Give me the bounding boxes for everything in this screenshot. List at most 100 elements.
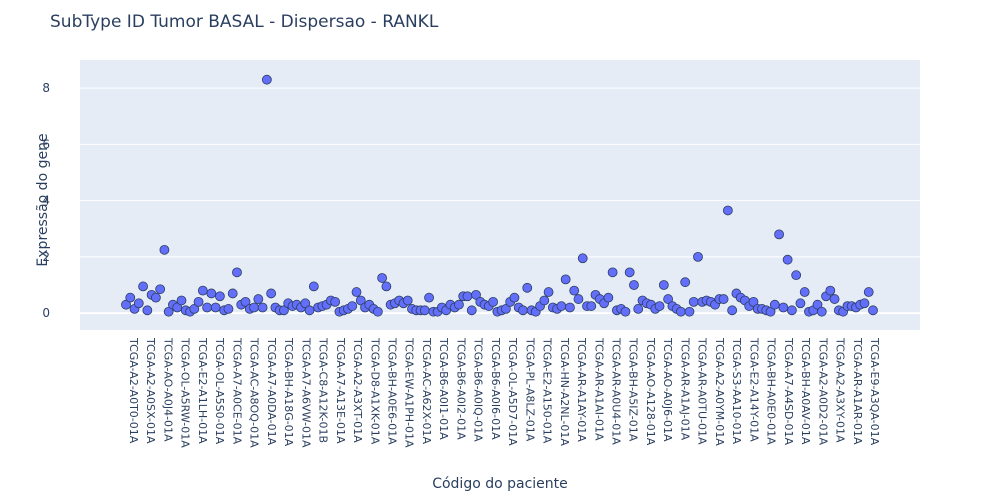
data-point bbox=[193, 296, 204, 307]
x-tick-label: TCGA-S3-AA10-01A bbox=[730, 337, 743, 445]
x-tick-label: TCGA-AR-A0U4-01A bbox=[610, 337, 623, 445]
x-tick-label: TCGA-B6-A0I6-01A bbox=[489, 337, 502, 440]
x-tick-label: TCGA-E9-A3QA-01A bbox=[868, 337, 881, 446]
x-tick-label: TCGA-EW-A1PH-01A bbox=[403, 337, 416, 448]
data-point bbox=[782, 254, 793, 265]
data-point bbox=[774, 229, 784, 240]
x-tick-label: TCGA-E2-A1LH-01A bbox=[196, 337, 209, 444]
x-tick-label: TCGA-OL-A5RW-01A bbox=[179, 337, 192, 448]
data-point bbox=[189, 304, 200, 314]
x-tick-label: TCGA-A2-A0T0-01A bbox=[127, 337, 140, 444]
data-point bbox=[539, 295, 550, 306]
data-point bbox=[454, 299, 464, 310]
y-tick-label: 8 bbox=[42, 81, 50, 95]
x-tick-label: TCGA-A7-A0CE-01A bbox=[230, 337, 243, 445]
x-tick-label: TCGA-AO-A0J6-01A bbox=[661, 337, 674, 442]
data-point bbox=[133, 298, 144, 309]
data-point bbox=[253, 294, 264, 304]
x-tick-label: TCGA-D8-A1XK-01A bbox=[368, 337, 381, 445]
x-tick-label: TCGA-BH-A5IZ-01A bbox=[627, 337, 640, 442]
data-point bbox=[155, 284, 166, 295]
x-tick-label: TCGA-E2-A150-01A bbox=[541, 337, 554, 444]
data-point bbox=[748, 296, 759, 307]
data-point bbox=[402, 295, 413, 306]
data-point bbox=[633, 304, 644, 314]
data-point bbox=[765, 306, 776, 317]
data-point bbox=[172, 302, 183, 313]
data-point bbox=[304, 305, 315, 316]
x-tick-label: TCGA-A2-A0YM-01A bbox=[713, 337, 726, 446]
x-tick-label: TCGA-AO-A0J4-01A bbox=[161, 337, 174, 442]
y-axis-label: Expressão do gene bbox=[35, 133, 51, 266]
data-point bbox=[543, 287, 554, 297]
x-tick-label: TCGA-A2-A0D2-01A bbox=[816, 337, 829, 445]
data-point bbox=[471, 289, 481, 300]
data-point bbox=[163, 306, 174, 317]
data-point bbox=[688, 296, 699, 307]
x-tick-label: TCGA-A7-A13E-01A bbox=[334, 337, 347, 444]
data-points bbox=[121, 74, 878, 317]
data-point bbox=[351, 287, 362, 297]
x-tick-label: TCGA-OL-A5S0-01A bbox=[213, 337, 226, 445]
data-point bbox=[769, 299, 780, 310]
data-point bbox=[142, 305, 153, 316]
plot-area bbox=[80, 60, 920, 330]
data-point bbox=[150, 292, 161, 303]
data-point bbox=[722, 205, 733, 216]
data-point bbox=[727, 305, 738, 316]
data-point bbox=[501, 304, 511, 314]
data-point bbox=[859, 298, 870, 309]
x-tick-label: TCGA-AR-A0TU-01A bbox=[696, 337, 709, 445]
data-point bbox=[372, 306, 383, 317]
data-point bbox=[812, 299, 823, 310]
data-point bbox=[718, 294, 729, 304]
data-point bbox=[676, 306, 686, 317]
x-tick-label: TCGA-BH-A18G-01A bbox=[282, 337, 295, 447]
data-point bbox=[620, 306, 631, 317]
data-point bbox=[654, 301, 665, 311]
data-point bbox=[624, 267, 635, 278]
data-point bbox=[565, 302, 575, 313]
x-tick-label: TCGA-AO-A128-01A bbox=[644, 337, 657, 446]
x-tick-label: TCGA-B6-A0I1-01A bbox=[437, 337, 450, 440]
data-point bbox=[569, 285, 580, 296]
data-point bbox=[377, 273, 388, 283]
data-point bbox=[381, 281, 392, 292]
x-tick-label: TCGA-HN-A2NL-01A bbox=[558, 337, 571, 446]
data-point bbox=[232, 267, 242, 278]
data-point bbox=[607, 267, 618, 278]
data-point bbox=[300, 298, 311, 309]
x-axis-ticks: TCGA-A2-A0T0-01A TCGA-A2-A0SX-01A TCGA-AO-… bbox=[127, 337, 881, 448]
data-point bbox=[206, 288, 217, 299]
data-point bbox=[522, 282, 533, 293]
data-point bbox=[799, 287, 810, 297]
data-point bbox=[693, 251, 703, 262]
data-point bbox=[791, 270, 802, 281]
chart-title: SubType ID Tumor BASAL - Dispersao - RAN… bbox=[50, 12, 439, 32]
x-tick-label: TCGA-E2-A14Y-01A bbox=[747, 337, 760, 442]
data-point bbox=[556, 301, 567, 311]
data-point bbox=[680, 277, 691, 288]
data-point bbox=[121, 299, 131, 310]
data-point bbox=[257, 302, 268, 313]
data-point bbox=[560, 274, 571, 285]
data-point bbox=[347, 301, 358, 311]
data-point bbox=[509, 292, 520, 303]
data-point bbox=[424, 292, 434, 303]
x-tick-label: TCGA-BH-A0AV-01A bbox=[799, 337, 812, 445]
data-point bbox=[249, 302, 259, 313]
data-point bbox=[488, 296, 498, 307]
data-point bbox=[658, 280, 669, 290]
x-tick-label: TCGA-BH-A0E0-01A bbox=[765, 337, 778, 445]
data-point bbox=[159, 244, 170, 255]
x-tick-label: TCGA-A7-A4SD-01A bbox=[782, 337, 795, 445]
x-tick-label: TCGA-PL-A8LZ-01A bbox=[523, 337, 536, 442]
data-point bbox=[863, 287, 874, 297]
data-point bbox=[786, 305, 797, 316]
data-point bbox=[825, 285, 836, 296]
x-tick-label: TCGA-B6-A0IQ-01A bbox=[472, 337, 485, 442]
data-point bbox=[197, 285, 208, 296]
data-point bbox=[202, 302, 213, 313]
data-point bbox=[215, 291, 225, 302]
